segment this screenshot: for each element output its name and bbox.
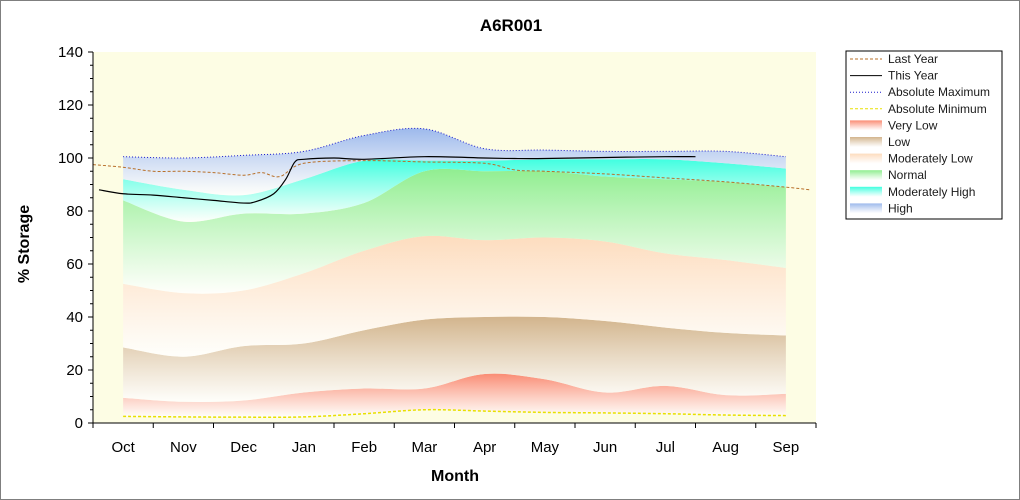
x-tick-label: Oct [111, 439, 135, 456]
legend-label: This Year [888, 69, 938, 83]
y-tick-label: 40 [66, 309, 83, 326]
x-tick-label: Jul [656, 439, 675, 456]
legend-item-absolute-maximum: Absolute Maximum [850, 85, 990, 99]
x-tick-label: Jan [292, 439, 316, 456]
y-tick-label: 60 [66, 256, 83, 273]
legend-label: Last Year [888, 52, 938, 66]
legend-swatch-area [850, 120, 882, 131]
legend-label: Absolute Minimum [888, 102, 987, 116]
x-tick-label: May [531, 439, 560, 456]
legend-label: Moderately High [888, 185, 975, 199]
x-tick-label: Mar [411, 439, 437, 456]
legend-label: Very Low [888, 118, 938, 132]
x-tick-label: Apr [473, 439, 496, 456]
bands-layer [123, 128, 786, 418]
x-tick-label: Dec [230, 439, 257, 456]
legend-item-this-year: This Year [850, 69, 938, 83]
band-low [123, 316, 786, 403]
band-moderately-low [123, 235, 786, 357]
legend-item-moderately-high: Moderately High [850, 185, 975, 199]
series-last-year [92, 160, 811, 191]
x-tick-label: Jun [593, 439, 617, 456]
band-high [123, 128, 786, 196]
legend-label: Normal [888, 168, 927, 182]
y-tick-label: 20 [66, 362, 83, 379]
legend-swatch-area [850, 186, 882, 197]
y-tick-label: 140 [58, 44, 83, 61]
legend-swatch-area [850, 137, 882, 147]
legend-item-low: Low [850, 135, 910, 149]
legend-swatch-area [850, 153, 882, 164]
chart-title: A6R001 [480, 16, 542, 35]
axes-layer: 0 20 40 60 80 100 120 140 Oct Nov Dec Jan Feb Mar Apr M… [58, 44, 817, 456]
y-axis-title: % Storage [16, 205, 33, 283]
legend-swatch-area [850, 203, 882, 214]
band-moderately-high [123, 159, 786, 222]
y-tick-label: 80 [66, 203, 83, 220]
y-tick-label: 120 [58, 97, 83, 114]
x-tick-label: Aug [712, 439, 739, 456]
band-normal [123, 168, 786, 294]
series-absolute-maximum [123, 127, 786, 159]
legend-item-moderately-low: Moderately Low [850, 152, 973, 166]
legend-label: Moderately Low [888, 152, 973, 166]
legend-label: Low [888, 135, 910, 149]
x-tick-label: Nov [170, 439, 197, 456]
x-tick-label: Sep [773, 439, 800, 456]
legend-item-normal: Normal [850, 168, 927, 182]
legend-swatch-area [850, 170, 882, 181]
legend-item-last-year: Last Year [850, 52, 938, 66]
lines-layer [92, 127, 811, 419]
legend-label: High [888, 201, 913, 215]
legend-label: Absolute Maximum [888, 85, 990, 99]
y-tick-label: 0 [75, 415, 83, 432]
legend-item-very-low: Very Low [850, 118, 938, 132]
x-axis-title: Month [431, 468, 479, 485]
band-very-low [123, 373, 786, 418]
series-this-year [98, 156, 696, 204]
legend-item-high: High [850, 201, 913, 215]
legend-item-absolute-minimum: Absolute Minimum [850, 102, 987, 116]
legend: Last Year This Year Absolute Maximum Absolu… [845, 50, 1003, 220]
x-tick-label: Feb [351, 439, 377, 456]
y-tick-label: 100 [58, 150, 83, 167]
series-absolute-minimum [123, 408, 786, 419]
